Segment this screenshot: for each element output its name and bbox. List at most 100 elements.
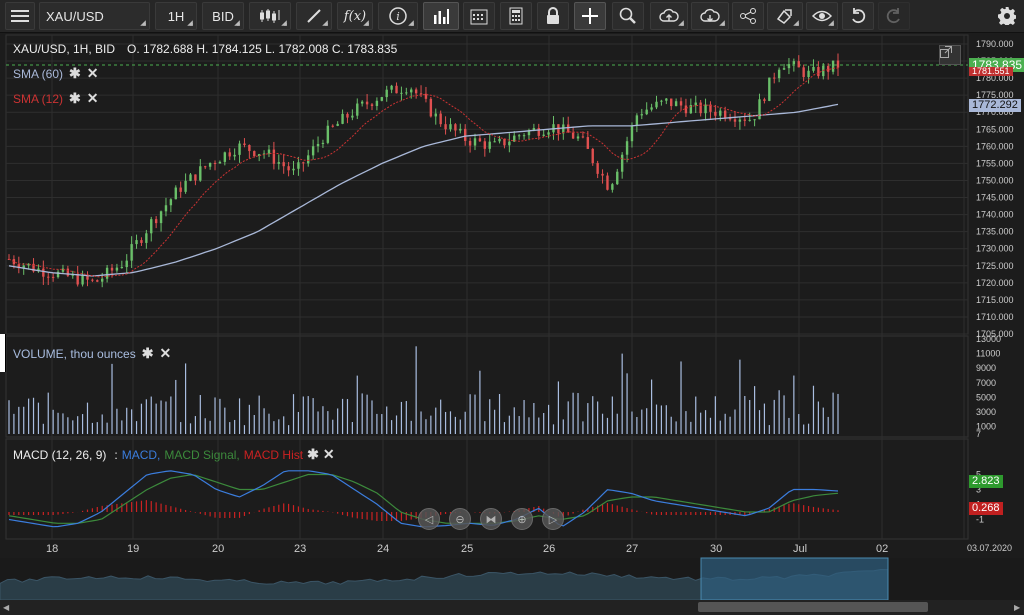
function-button[interactable]: f(x) — [337, 2, 373, 30]
reset-view-button[interactable]: ⧓ — [480, 508, 502, 530]
candle-body — [439, 113, 442, 125]
volume-axis-label: 11000 — [976, 349, 1000, 359]
candle-body — [601, 173, 604, 176]
candle-body — [459, 128, 462, 131]
zoom-out-button[interactable]: ⊖ — [449, 508, 471, 530]
volume-toggle-button[interactable] — [423, 2, 459, 30]
candle-body — [380, 97, 384, 101]
menu-button[interactable] — [5, 2, 35, 30]
candle-body — [542, 134, 545, 136]
chart-type-button[interactable] — [249, 2, 291, 30]
candle-body — [204, 166, 207, 168]
template-button[interactable] — [767, 2, 803, 30]
info-button[interactable]: i — [378, 2, 418, 30]
candle-body — [508, 141, 511, 146]
candle-body — [169, 199, 173, 206]
calendar-button[interactable] — [463, 2, 495, 30]
draw-icon — [307, 9, 321, 23]
price-axis-label: 1710.000 — [976, 312, 1014, 322]
candle-body — [562, 124, 565, 134]
price-axis-label: 1775.000 — [976, 90, 1014, 100]
candle-body — [253, 151, 256, 157]
candle-body — [483, 141, 487, 149]
candle-body — [47, 276, 50, 278]
redo-button[interactable] — [878, 2, 910, 30]
lock-icon — [547, 7, 559, 24]
lock-button[interactable] — [537, 2, 569, 30]
candle-body — [684, 105, 688, 114]
crosshair-icon — [582, 8, 598, 24]
chart-area[interactable]: 1790.0001785.0001780.0001775.0001770.000… — [0, 34, 1024, 615]
candle-body — [414, 89, 418, 94]
visibility-button[interactable] — [806, 2, 838, 30]
scroll-left-arrow: ◀ — [3, 603, 10, 612]
undo-button[interactable] — [842, 2, 874, 30]
chart-canvas[interactable]: 1790.0001785.0001780.0001775.0001770.000… — [0, 34, 1024, 615]
candle-body — [360, 101, 364, 104]
crosshair-button[interactable] — [574, 2, 606, 30]
macd-close-icon[interactable]: ✕ — [322, 446, 335, 462]
candle-body — [625, 141, 629, 155]
macd-hist-label: MACD Hist — [243, 447, 304, 462]
calculator-button[interactable] — [500, 2, 532, 30]
left-panel-grip[interactable] — [0, 334, 6, 372]
candle-body — [101, 278, 104, 282]
upload-button[interactable] — [650, 2, 688, 30]
download-button[interactable] — [691, 2, 729, 30]
candle-body — [12, 259, 16, 265]
candle-body — [150, 219, 153, 234]
macd-settings-icon[interactable]: ✱ — [307, 446, 319, 462]
popout-icon — [940, 46, 952, 58]
candle-body — [189, 174, 192, 181]
candle-body — [576, 136, 580, 139]
timeframe-label: 1H — [167, 8, 185, 24]
sma60-label: SMA (60) — [13, 66, 64, 81]
price-axis-label: 1705.000 — [976, 329, 1014, 339]
volume-axis-label: 7 — [976, 429, 981, 439]
macd-signal-label: MACD Signal, — [164, 447, 240, 462]
function-icon: f(x) — [343, 8, 367, 24]
share-button[interactable] — [732, 2, 764, 30]
candle-body — [179, 187, 182, 192]
candle-body — [174, 187, 177, 200]
candle-body — [194, 174, 197, 181]
time-axis — [0, 540, 1024, 558]
sma60-line — [8, 103, 839, 277]
volume-axis-label: 13000 — [976, 334, 1001, 344]
popout-button[interactable] — [939, 45, 961, 65]
ohlc-header: XAU/USD, 1H, BID O. 1782.688 H. 1784.125… — [13, 42, 397, 56]
candle-body — [140, 240, 143, 243]
candle-body — [375, 100, 379, 106]
candle-body — [331, 125, 334, 127]
sma60-close-icon[interactable]: ✕ — [86, 65, 99, 81]
candle-body — [228, 152, 231, 157]
candle-body — [365, 101, 369, 105]
sma60-settings-icon[interactable]: ✱ — [69, 65, 81, 81]
candle-body — [773, 77, 776, 79]
zoom-in-button[interactable]: ⊕ — [511, 508, 533, 530]
candle-body — [714, 111, 717, 116]
candle-body — [728, 118, 732, 120]
sma12-settings-icon[interactable]: ✱ — [69, 90, 81, 106]
scroll-left-button[interactable]: ◁ — [418, 508, 440, 530]
volume-close-icon[interactable]: ✕ — [159, 345, 172, 361]
scroll-right-button[interactable]: ▷ — [542, 508, 564, 530]
candle-body — [454, 124, 457, 131]
zoom-button[interactable] — [612, 2, 644, 30]
candle-body — [184, 180, 187, 192]
candle-body — [208, 162, 212, 167]
price-type-select[interactable]: BID — [202, 2, 244, 30]
candle-body — [547, 132, 550, 135]
candle-body — [238, 143, 241, 155]
settings-button[interactable] — [992, 2, 1022, 30]
candle-body — [620, 154, 624, 172]
volume-settings-icon[interactable]: ✱ — [141, 345, 154, 361]
symbol-select[interactable]: XAU/USD — [39, 2, 150, 30]
candle-body — [444, 124, 447, 130]
volume-legend: VOLUME, thou ounces ✱ ✕ — [13, 345, 171, 362]
price-axis-label: 1740.000 — [976, 210, 1014, 220]
candle-body — [351, 115, 354, 118]
sma12-close-icon[interactable]: ✕ — [86, 90, 99, 106]
draw-button[interactable] — [296, 2, 332, 30]
timeframe-select[interactable]: 1H — [155, 2, 197, 30]
